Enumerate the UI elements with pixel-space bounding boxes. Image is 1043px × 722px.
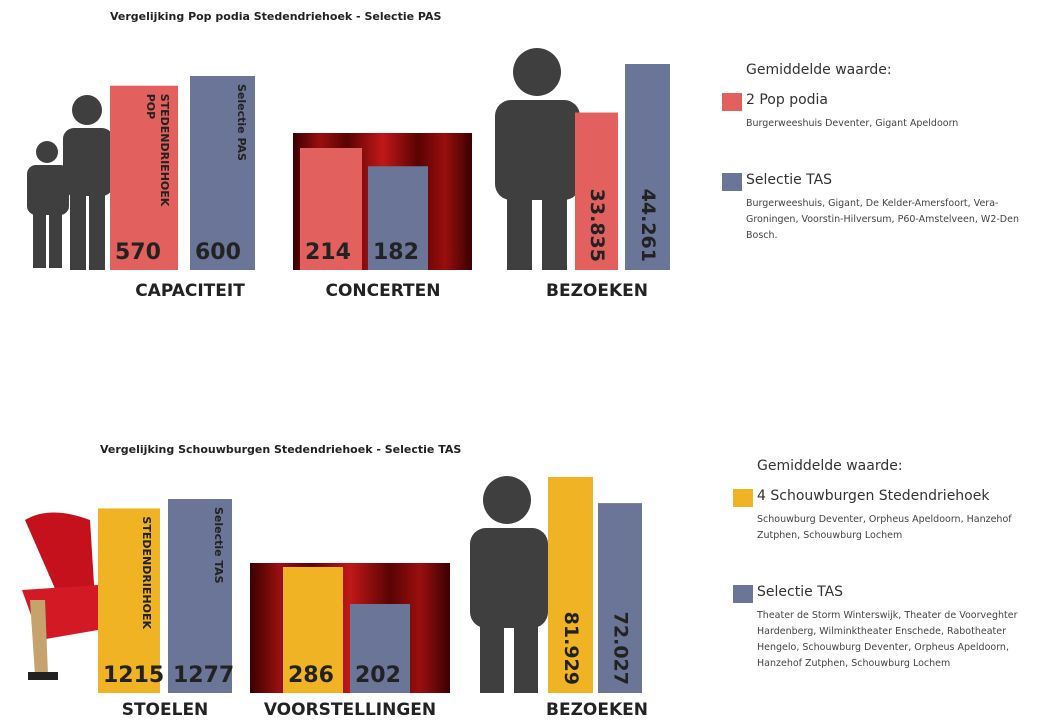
value-label: 81.929 <box>560 612 582 685</box>
category-label: STOELEN <box>122 700 209 720</box>
value-label: 44.261 <box>637 189 659 262</box>
legend-text: Selectie TAS Theater de Storm Winterswijk… <box>757 584 1033 672</box>
bar-label: Selectie PAS <box>235 84 248 161</box>
legend-swatch <box>722 93 742 111</box>
bar-label: POP <box>144 94 157 119</box>
value-label: 600 <box>195 240 241 265</box>
legend-item: 4 Schouwburgen Stedendriehoek Schouwburg … <box>733 488 1033 544</box>
value-label: 1277 <box>173 663 234 688</box>
legend-title: Gemiddelde waarde: <box>757 458 903 474</box>
person-icon <box>495 48 580 270</box>
legend-swatch <box>722 173 742 191</box>
legend-text: 2 Pop podia Burgerweeshuis Deventer, Giga… <box>746 92 958 132</box>
legend-item: Selectie TAS Burgerweeshuis, Gigant, De K… <box>722 172 1022 244</box>
legend-swatch <box>733 585 753 603</box>
bar <box>110 85 178 270</box>
chair-icon <box>22 512 98 680</box>
bar-label: STEDENDRIEHOEK <box>140 516 153 629</box>
category-label: VOORSTELLINGEN <box>264 700 436 720</box>
bar <box>283 567 343 693</box>
value-label: 570 <box>115 240 161 265</box>
chart-title: Vergelijking Pop podia Stedendriehoek - … <box>110 10 441 23</box>
legend-text: Selectie TAS Burgerweeshuis, Gigant, De K… <box>746 172 1022 244</box>
legend-swatch <box>733 489 753 507</box>
bar <box>98 508 160 693</box>
value-label: 214 <box>305 240 351 265</box>
legend-title: Gemiddelde waarde: <box>746 62 892 78</box>
people-icon <box>27 95 113 270</box>
bar <box>548 477 593 693</box>
legend-description: Schouwburg Deventer, Orpheus Apeldoorn, … <box>757 514 1012 541</box>
legend-name: Selectie TAS <box>746 172 833 188</box>
legend-description: Burgerweeshuis, Gigant, De Kelder-Amersf… <box>746 198 1019 241</box>
value-label: 286 <box>288 663 334 688</box>
legend-name: 2 Pop podia <box>746 92 829 108</box>
legend-description: Theater de Storm Winterswijk, Theater de… <box>757 610 1018 669</box>
bar <box>190 76 255 270</box>
category-label: CONCERTEN <box>325 281 440 301</box>
legend-text: 4 Schouwburgen Stedendriehoek Schouwburg … <box>757 488 1033 544</box>
chart-title: Vergelijking Schouwburgen Stedendriehoek… <box>100 443 461 456</box>
bar <box>350 604 410 693</box>
bar <box>300 148 362 270</box>
bar <box>625 64 670 270</box>
value-label: 1215 <box>103 663 164 688</box>
value-label: 202 <box>355 663 401 688</box>
bar-label: STEDENDRIEHOEK <box>158 94 171 207</box>
value-label: 33.835 <box>586 189 608 262</box>
legend: Gemiddelde waarde: 4 Schouwburgen Stedend… <box>733 458 1033 712</box>
person-icon <box>470 476 548 693</box>
bar <box>368 166 428 270</box>
bar-label: Selectie TAS <box>212 507 225 584</box>
legend-item: 2 Pop podia Burgerweeshuis Deventer, Giga… <box>722 92 1022 132</box>
bar <box>168 499 232 693</box>
category-label: BEZOEKEN <box>546 700 648 720</box>
legend: Gemiddelde waarde: 2 Pop podia Burgerweesh… <box>722 62 1022 284</box>
legend-item: Selectie TAS Theater de Storm Winterswijk… <box>733 584 1033 672</box>
bar <box>575 112 618 270</box>
bar <box>598 503 642 693</box>
value-label: 182 <box>373 240 419 265</box>
legend-name: Selectie TAS <box>757 584 844 600</box>
value-label: 72.027 <box>610 612 632 685</box>
legend-name: 4 Schouwburgen Stedendriehoek <box>757 488 990 504</box>
category-label: BEZOEKEN <box>546 281 648 301</box>
legend-description: Burgerweeshuis Deventer, Gigant Apeldoor… <box>746 118 959 129</box>
category-label: CAPACITEIT <box>135 281 245 301</box>
